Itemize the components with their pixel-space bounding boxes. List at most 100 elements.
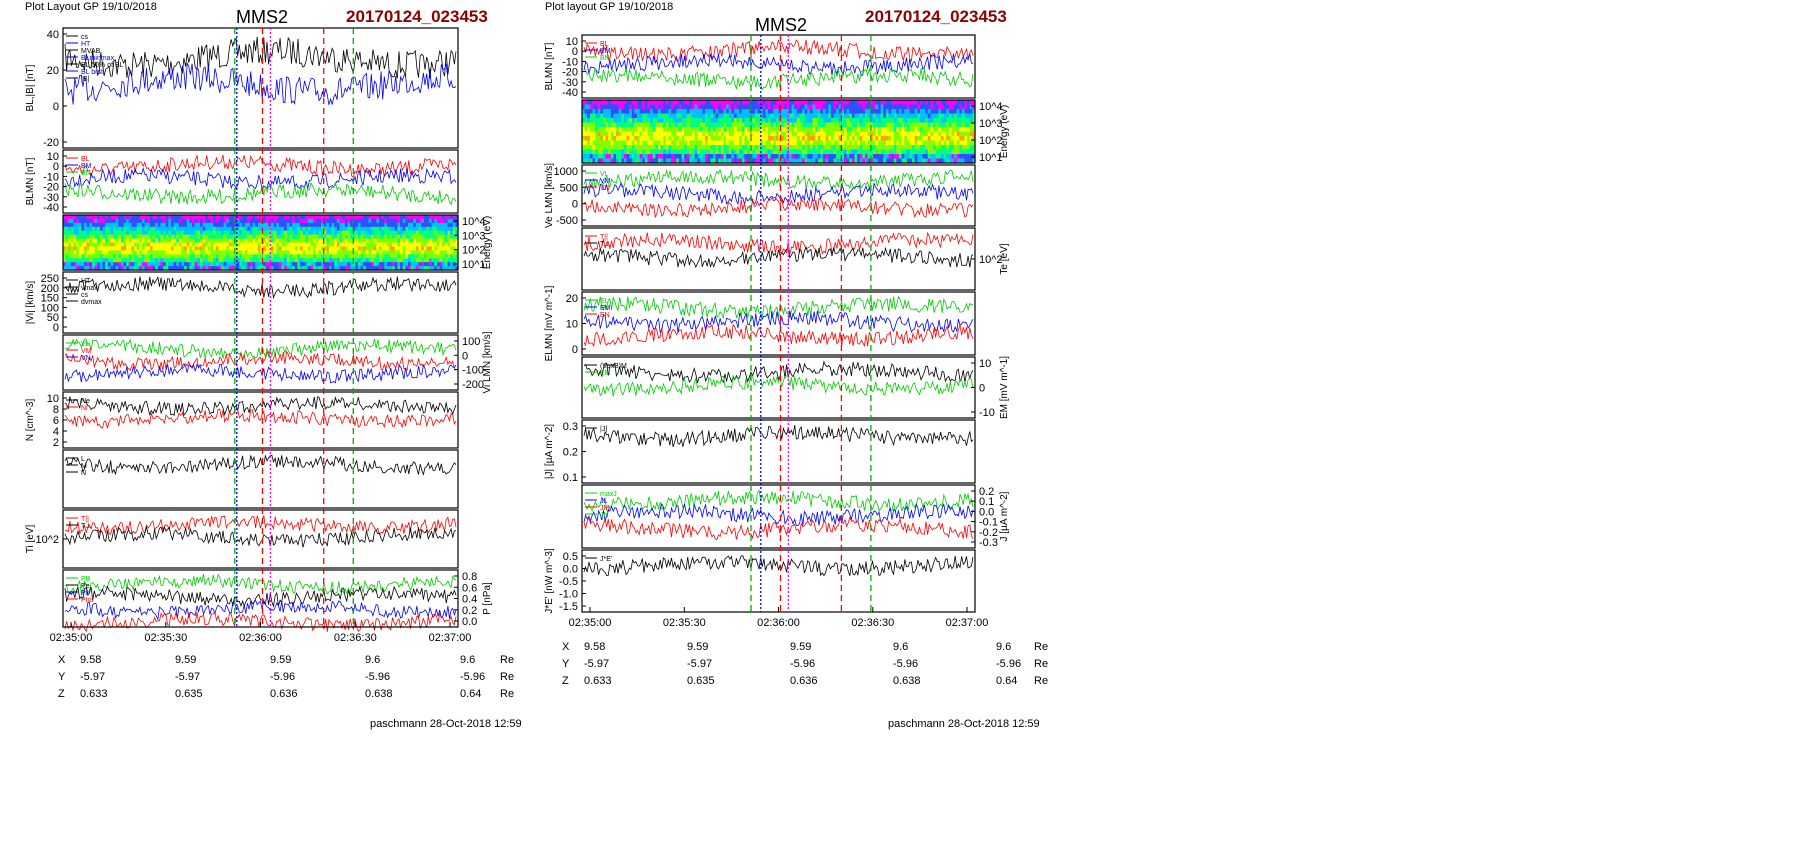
spectrogram-cell [723, 127, 727, 133]
spectrogram-cell [914, 149, 918, 155]
spectrogram-cell [205, 230, 209, 236]
spectrogram-cell [252, 234, 256, 240]
spectrogram-cell [252, 230, 256, 236]
spectrogram-cell [781, 100, 785, 106]
spectrogram-cell [226, 246, 230, 251]
spectrogram-cell [833, 100, 837, 106]
spectrogram-cell [951, 122, 955, 128]
spectrogram-cell [252, 238, 256, 244]
spectrogram-cell [210, 234, 214, 240]
spectrogram-cell [197, 218, 201, 224]
spectrogram-cell [381, 250, 385, 255]
spectrogram-cell [92, 258, 96, 263]
spectrogram-cell [663, 122, 667, 128]
spectrogram-cell [392, 242, 396, 247]
spectrogram-cell [899, 113, 903, 119]
spectrogram-cell [292, 242, 296, 247]
spectrogram-cell [436, 222, 441, 228]
spectrogram-cell [226, 262, 230, 267]
spectrogram-cell [221, 262, 225, 267]
spectrogram-cell [173, 246, 177, 251]
spectrogram-cell [765, 149, 769, 155]
spectrogram-cell [310, 246, 314, 251]
spectrogram-cell [925, 158, 929, 164]
spectrogram-cell [313, 215, 317, 220]
spectrogram-cell [408, 222, 412, 228]
spectrogram-cell [397, 226, 401, 232]
spectrogram-cell [365, 215, 369, 220]
spectrogram-cell [297, 218, 301, 224]
spectrogram-cell [70, 262, 75, 267]
spectrogram-cell [444, 242, 448, 247]
spectrogram-cell [697, 149, 701, 155]
spectrogram-cell [595, 154, 599, 160]
spectrogram-cell [872, 100, 876, 106]
spectrogram-cell [961, 136, 966, 142]
spectrogram-cell [702, 118, 706, 124]
spectrogram-cell [365, 254, 369, 259]
spectrogram-cell [948, 131, 952, 137]
spectrogram-cell [768, 154, 772, 160]
spectrogram-cell [914, 122, 918, 128]
spectrogram-cell [906, 122, 911, 128]
spectrogram-cell [791, 113, 795, 119]
spectrogram-cell [726, 113, 730, 119]
spectrogram-cell [94, 262, 98, 267]
spectrogram-cell [838, 127, 842, 133]
spectrogram-cell [718, 109, 722, 115]
spectrogram-cell [809, 145, 814, 151]
spectrogram-cell [846, 122, 850, 128]
spectrogram-cell [914, 131, 918, 137]
spectrogram-cell [278, 262, 283, 267]
spectrogram-cell [807, 100, 811, 106]
spectrogram-cell [660, 100, 664, 106]
spectrogram-cell [392, 230, 396, 236]
spectrogram-cell [276, 262, 280, 267]
tick-label: 10^4 [979, 101, 1003, 113]
spectrogram-cell [97, 250, 101, 255]
spectrogram-cell [73, 262, 77, 267]
spectrogram-cell [394, 254, 398, 259]
spectrogram-cell [78, 226, 82, 232]
spectrogram-cell [244, 254, 248, 259]
spectrogram-cell [899, 145, 903, 151]
spectrogram-cell [444, 254, 448, 259]
spectrogram-cell [912, 145, 916, 151]
spectrogram-cell [739, 127, 743, 133]
spectrogram-cell [830, 136, 835, 142]
spectrogram-cell [736, 158, 740, 164]
spectrogram-cell [655, 149, 659, 155]
spectrogram-cell [263, 250, 267, 255]
spectrogram-cell [901, 154, 905, 160]
spectrogram-cell [833, 118, 837, 124]
tick-label: 0.3 [563, 421, 578, 433]
spectrogram-cell [410, 254, 414, 259]
spectrogram-cell [357, 254, 362, 259]
spectrogram-cell [948, 145, 952, 151]
spectrogram-cell [872, 104, 876, 110]
spectrogram-cell [368, 246, 372, 251]
spectrogram-cell [728, 109, 732, 115]
spectrogram-cell [623, 122, 628, 128]
spectrogram-cell [244, 234, 248, 240]
spectrogram-cell [841, 131, 845, 137]
spectrogram-cell [223, 238, 227, 244]
spectrogram-cell [402, 218, 406, 224]
spectrogram-cell [781, 109, 785, 115]
spectrogram-cell [969, 118, 973, 124]
spectrogram-cell [920, 140, 924, 146]
spectrogram-cell [736, 145, 740, 151]
spectrogram-cell [616, 149, 620, 155]
spectrogram-cell [307, 250, 312, 255]
spectrogram-cell [310, 242, 314, 247]
spectrogram-cell [423, 226, 427, 232]
spectrogram-cell [99, 258, 104, 263]
spectrogram-cell [408, 254, 412, 259]
spectrogram-cell [352, 246, 356, 251]
spectrogram-cell [626, 104, 630, 110]
spectrogram-cell [702, 158, 706, 164]
spectrogram-cell [802, 149, 806, 155]
spectrogram-cell [720, 136, 725, 142]
